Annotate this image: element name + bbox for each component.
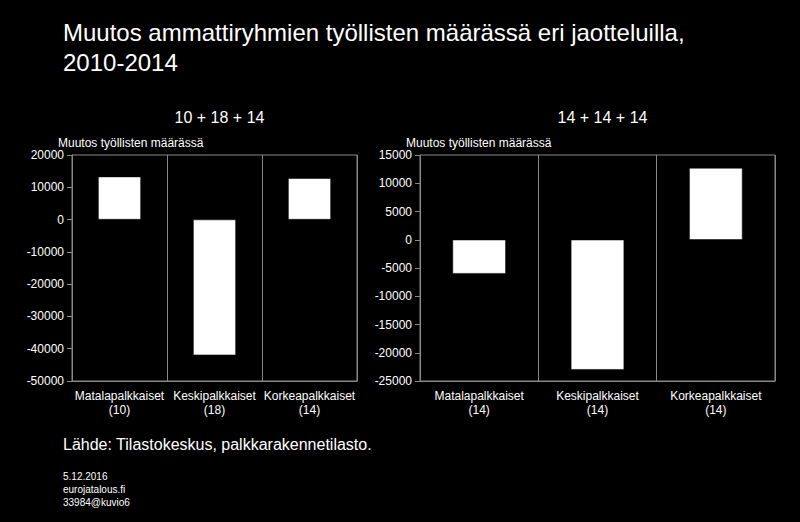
svg-text:5.12.2016: 5.12.2016 xyxy=(63,471,108,482)
svg-text:Korkeapalkkaiset: Korkeapalkkaiset xyxy=(264,389,356,403)
svg-text:Lähde: Tilastokeskus, palkkara: Lähde: Tilastokeskus, palkkarakennetilas… xyxy=(63,436,372,453)
svg-text:Muutos ammattiryhmien työllist: Muutos ammattiryhmien työllisten määräss… xyxy=(63,19,685,46)
svg-text:-5000: -5000 xyxy=(381,261,412,275)
svg-text:-50000: -50000 xyxy=(27,374,65,388)
svg-text:(10): (10) xyxy=(109,403,130,417)
svg-text:-15000: -15000 xyxy=(375,318,413,332)
svg-text:10000: 10000 xyxy=(31,180,65,194)
svg-text:-30000: -30000 xyxy=(27,309,65,323)
svg-text:Matalapalkkaiset: Matalapalkkaiset xyxy=(434,389,524,403)
svg-text:Muutos työllisten määrässä: Muutos työllisten määrässä xyxy=(406,136,552,150)
svg-text:33984@kuvio6: 33984@kuvio6 xyxy=(63,497,130,508)
svg-text:10000: 10000 xyxy=(379,176,413,190)
svg-text:20000: 20000 xyxy=(31,148,65,162)
svg-text:-10000: -10000 xyxy=(375,289,413,303)
svg-text:(14): (14) xyxy=(468,403,489,417)
svg-text:(14): (14) xyxy=(705,403,726,417)
svg-text:-20000: -20000 xyxy=(27,277,65,291)
svg-text:(18): (18) xyxy=(204,403,225,417)
svg-text:5000: 5000 xyxy=(385,205,412,219)
svg-text:14 + 14 + 14: 14 + 14 + 14 xyxy=(558,109,648,126)
svg-text:-10000: -10000 xyxy=(27,245,65,259)
svg-text:(14): (14) xyxy=(299,403,320,417)
svg-text:15000: 15000 xyxy=(379,148,413,162)
svg-text:Korkeapalkkaiset: Korkeapalkkaiset xyxy=(670,389,762,403)
svg-text:-25000: -25000 xyxy=(375,374,413,388)
svg-text:2010-2014: 2010-2014 xyxy=(63,49,178,76)
svg-text:-20000: -20000 xyxy=(375,346,413,360)
svg-text:Muutos työllisten määrässä: Muutos työllisten määrässä xyxy=(58,136,204,150)
svg-text:Keskipalkkaiset: Keskipalkkaiset xyxy=(173,389,256,403)
svg-text:0: 0 xyxy=(57,213,64,227)
svg-text:10 + 18 + 14: 10 + 18 + 14 xyxy=(175,109,265,126)
svg-text:0: 0 xyxy=(405,233,412,247)
svg-text:eurojatalous.fi: eurojatalous.fi xyxy=(63,484,125,495)
svg-text:-40000: -40000 xyxy=(27,342,65,356)
svg-text:Matalapalkkaiset: Matalapalkkaiset xyxy=(75,389,165,403)
svg-text:Keskipalkkaiset: Keskipalkkaiset xyxy=(556,389,639,403)
svg-text:(14): (14) xyxy=(587,403,608,417)
